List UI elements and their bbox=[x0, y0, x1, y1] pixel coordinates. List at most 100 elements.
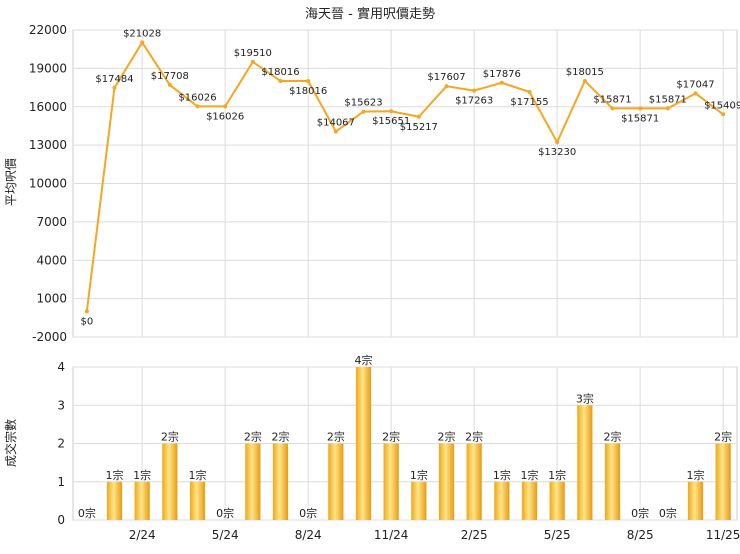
price-point bbox=[250, 59, 255, 64]
price-data-label: $15871 bbox=[649, 94, 687, 105]
volume-bar-label: 4宗 bbox=[355, 353, 373, 367]
volume-bar-label: 1宗 bbox=[548, 468, 566, 482]
volume-axis-label: 成交宗數 bbox=[3, 419, 18, 467]
x-tick-label: 8/25 bbox=[627, 528, 654, 542]
volume-bar-label: 2宗 bbox=[714, 430, 732, 444]
volume-bar bbox=[438, 443, 455, 520]
chart-title: 海天晉 - 實用呎價走勢 bbox=[305, 6, 435, 22]
price-data-label: $17876 bbox=[483, 69, 521, 80]
volume-tick-label: 3 bbox=[57, 398, 65, 412]
price-data-label: $16026 bbox=[206, 111, 244, 122]
price-data-label: $18016 bbox=[261, 67, 299, 78]
volume-bar-label: 0宗 bbox=[299, 506, 317, 520]
volume-bar-label: 3宗 bbox=[576, 391, 594, 405]
volume-bar-label: 0宗 bbox=[216, 506, 234, 520]
volume-tick-label: 4 bbox=[57, 360, 65, 374]
price-point bbox=[167, 82, 172, 87]
price-data-label: $0 bbox=[80, 316, 93, 327]
price-point bbox=[582, 78, 587, 83]
volume-bar bbox=[383, 443, 399, 520]
price-point bbox=[665, 106, 670, 111]
price-grid: -2000 1000 4000 7000 10000 13000 16000 19000 220… bbox=[29, 23, 738, 344]
volume-bar bbox=[189, 481, 206, 520]
volume-bar-label: 1宗 bbox=[493, 468, 511, 482]
price-data-label: $17607 bbox=[427, 72, 465, 83]
volume-bar-label: 2宗 bbox=[161, 430, 179, 444]
price-tick-label: 19000 bbox=[29, 61, 67, 75]
volume-bar bbox=[272, 443, 289, 520]
price-data-label: $17047 bbox=[676, 79, 714, 90]
volume-bar bbox=[521, 481, 538, 520]
volume-bar-label: 1宗 bbox=[106, 468, 124, 482]
price-point bbox=[472, 88, 477, 93]
price-data-label: $18015 bbox=[566, 67, 604, 78]
volume-bar-label: 0宗 bbox=[78, 506, 96, 520]
price-tick-label: 7000 bbox=[36, 215, 67, 229]
price-point bbox=[416, 114, 421, 119]
price-data-label: $17263 bbox=[455, 96, 493, 107]
price-point bbox=[693, 91, 698, 96]
volume-bar-label: 2宗 bbox=[438, 430, 456, 444]
volume-bar bbox=[687, 481, 704, 520]
volume-bar bbox=[466, 443, 482, 520]
price-data-label: $15651 bbox=[372, 116, 410, 127]
volume-bar-label: 1宗 bbox=[687, 468, 705, 482]
x-tick-label: 11/25 bbox=[706, 528, 740, 542]
volume-bar bbox=[162, 443, 178, 520]
price-point bbox=[333, 129, 338, 134]
price-point bbox=[112, 85, 117, 90]
volume-bar-label: 2宗 bbox=[382, 430, 400, 444]
volume-bars: 0宗 1宗 1宗 2宗 1宗 0宗 2宗 2宗 0宗 2宗 4宗 2宗 1宗 2宗 2宗 1宗 1宗 1宗 3宗 2宗… bbox=[78, 353, 732, 520]
price-tick-label: 22000 bbox=[29, 23, 67, 37]
price-tick-label: 4000 bbox=[36, 253, 67, 267]
price-tick-label: -2000 bbox=[32, 330, 67, 344]
volume-bar-label: 2宗 bbox=[327, 430, 345, 444]
price-point bbox=[361, 109, 366, 114]
volume-bar-label: 2宗 bbox=[604, 430, 622, 444]
volume-bar bbox=[577, 405, 593, 520]
x-tick-label: 11/24 bbox=[374, 528, 409, 542]
volume-bar bbox=[134, 481, 150, 520]
price-point bbox=[499, 80, 504, 85]
x-tick-label: 5/25 bbox=[544, 528, 571, 542]
price-data-label: $19510 bbox=[234, 48, 272, 59]
price-data-label: $14067 bbox=[317, 117, 355, 128]
price-line: $0 $17484 $21028 $17708 $16026 $16026 $19510 $1… bbox=[80, 28, 740, 327]
volume-bar-label: 1宗 bbox=[133, 468, 151, 482]
price-data-label: $16026 bbox=[178, 92, 216, 103]
price-point bbox=[527, 89, 532, 94]
price-point bbox=[721, 112, 726, 117]
volume-bar bbox=[715, 443, 731, 520]
price-point bbox=[84, 309, 89, 314]
price-tick-label: 10000 bbox=[29, 177, 67, 191]
x-tick-label: 5/24 bbox=[212, 528, 239, 542]
volume-bar bbox=[411, 481, 427, 520]
price-data-label: $15217 bbox=[400, 122, 438, 133]
volume-bar-label: 2宗 bbox=[272, 430, 290, 444]
price-point bbox=[278, 78, 283, 83]
price-tick-label: 1000 bbox=[36, 292, 67, 306]
price-data-label: $13230 bbox=[538, 147, 576, 158]
price-axis-label: 平均呎價 bbox=[4, 158, 18, 206]
price-data-label: $15409 bbox=[704, 100, 740, 111]
price-point bbox=[389, 109, 394, 114]
volume-bar bbox=[604, 443, 621, 520]
volume-bar-label: 1宗 bbox=[189, 468, 207, 482]
volume-bar-label: 2宗 bbox=[244, 430, 262, 444]
price-series-line bbox=[85, 41, 724, 312]
price-data-label: $17155 bbox=[510, 97, 548, 108]
volume-bar bbox=[494, 481, 510, 520]
price-point bbox=[195, 104, 200, 109]
volume-bar bbox=[328, 443, 344, 520]
price-data-label: $17484 bbox=[95, 74, 133, 85]
volume-tick-label: 1 bbox=[57, 475, 65, 489]
volume-bar-label: 0宗 bbox=[631, 506, 649, 520]
price-data-label: $17708 bbox=[151, 71, 189, 82]
price-data-label: $15871 bbox=[593, 94, 631, 105]
volume-bar bbox=[549, 481, 565, 520]
price-point bbox=[306, 78, 311, 83]
price-point bbox=[610, 106, 615, 111]
volume-bar-label: 0宗 bbox=[659, 506, 677, 520]
